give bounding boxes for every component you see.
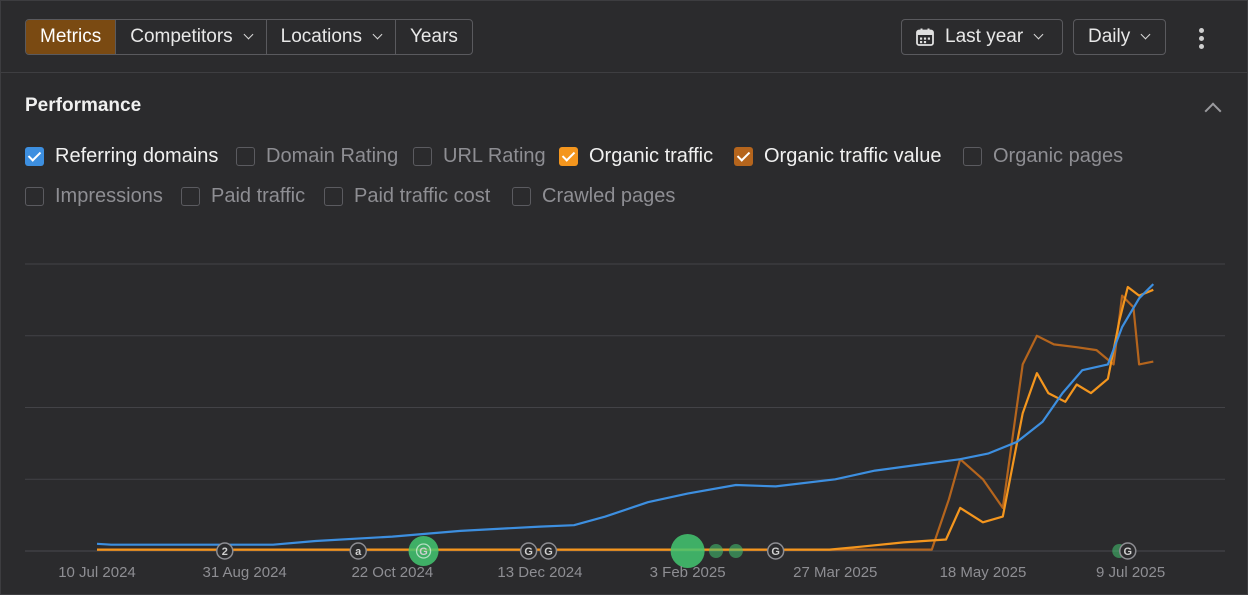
annotation-label: 2 xyxy=(222,546,228,558)
x-tick-label: 9 Jul 2025 xyxy=(1096,564,1165,581)
tab-metrics[interactable]: Metrics xyxy=(26,20,117,54)
annotation-badge xyxy=(766,542,785,560)
tab-competitors-label: Competitors xyxy=(130,26,233,47)
google-icon xyxy=(415,543,432,559)
date-range-label: Last year xyxy=(945,26,1024,47)
x-tick-label: 10 Jul 2024 xyxy=(58,564,136,581)
checkbox-empty-icon xyxy=(25,187,44,206)
tab-years-label: Years xyxy=(410,26,458,47)
annotation-label: G xyxy=(771,546,780,558)
checkbox-label: URL Rating xyxy=(443,145,546,167)
performance-chart: 2 a G G G G G10 Jul 2024 31 Aug 2024 22 Oct 2024… xyxy=(25,263,1225,581)
checkbox-organic-pages[interactable]: Organic pages xyxy=(963,145,1123,168)
tab-locations-label: Locations xyxy=(280,26,362,47)
tab-locations[interactable]: Locations xyxy=(267,20,396,54)
checkbox-label: Impressions xyxy=(55,185,163,207)
checkbox-checked-icon xyxy=(25,147,44,166)
x-tick-label: 18 May 2025 xyxy=(940,564,1027,581)
calendar-icon xyxy=(916,28,934,46)
view-tabs: Metrics Competitors Locations Years xyxy=(25,19,473,55)
algorithm-update-marker xyxy=(728,544,743,558)
date-range-dropdown[interactable]: Last year xyxy=(901,19,1063,55)
checkbox-label: Organic pages xyxy=(993,145,1124,167)
chevron-down-icon xyxy=(1033,29,1044,40)
checkbox-url-rating[interactable]: URL Rating xyxy=(413,145,546,168)
checkbox-organic-traffic-value[interactable]: Organic traffic value xyxy=(734,145,942,168)
annotation-badge xyxy=(539,542,558,560)
checkbox-empty-icon xyxy=(236,147,255,166)
tab-years[interactable]: Years xyxy=(396,20,472,54)
section-title: Performance xyxy=(25,95,142,116)
annotation-badge xyxy=(349,542,367,560)
annotation-badge xyxy=(1119,542,1137,560)
checkbox-empty-icon xyxy=(181,187,200,206)
annotation-label: G xyxy=(1123,546,1132,558)
x-tick-label: 27 Mar 2025 xyxy=(793,564,877,581)
checkbox-label: Crawled pages xyxy=(542,185,676,207)
checkbox-label: Organic traffic xyxy=(589,145,714,167)
chevron-down-icon xyxy=(372,29,383,40)
granularity-label: Daily xyxy=(1088,26,1131,47)
checkbox-domain-rating[interactable]: Domain Rating xyxy=(236,145,398,168)
x-tick-label: 22 Oct 2024 xyxy=(351,564,433,581)
checkbox-organic-traffic[interactable]: Organic traffic xyxy=(559,145,713,168)
series-line-organic-traffic xyxy=(97,285,1154,551)
checkbox-empty-icon xyxy=(963,147,982,166)
annotation-label: G xyxy=(524,546,533,558)
x-tick-label: 3 Feb 2025 xyxy=(650,564,726,581)
algorithm-update-marker xyxy=(670,534,705,568)
checkbox-label: Paid traffic xyxy=(211,185,306,207)
algorithm-update-marker xyxy=(709,544,724,558)
checkbox-crawled-pages[interactable]: Crawled pages xyxy=(512,185,675,208)
checkbox-empty-icon xyxy=(512,187,531,206)
checkbox-label: Paid traffic cost xyxy=(354,185,491,207)
chevron-down-icon xyxy=(243,29,254,40)
tab-competitors[interactable]: Competitors xyxy=(116,20,267,54)
checkbox-referring-domains[interactable]: Referring domains xyxy=(25,145,218,168)
annotation-label: G xyxy=(419,546,428,558)
chevron-down-icon xyxy=(1140,29,1151,40)
checkbox-checked-icon xyxy=(559,147,578,166)
annotation-badge xyxy=(216,542,234,560)
chevron-up-icon[interactable] xyxy=(1205,101,1219,115)
checkbox-label: Referring domains xyxy=(55,145,219,167)
series-line-referring-domains xyxy=(96,283,1155,546)
checkbox-empty-icon xyxy=(413,147,432,166)
checkbox-label: Organic traffic value xyxy=(764,145,942,167)
annotation-label: a xyxy=(355,546,362,558)
checkbox-checked-icon xyxy=(734,147,753,166)
checkbox-paid-traffic-cost[interactable]: Paid traffic cost xyxy=(324,185,490,208)
granularity-dropdown[interactable]: Daily xyxy=(1073,19,1166,55)
tab-metrics-label: Metrics xyxy=(40,26,102,47)
algorithm-update-marker xyxy=(408,536,439,566)
checkbox-label: Domain Rating xyxy=(266,145,399,167)
checkbox-impressions[interactable]: Impressions xyxy=(25,185,163,208)
x-tick-label: 13 Dec 2024 xyxy=(497,564,582,581)
annotation-label: G xyxy=(544,546,553,558)
x-tick-label: 31 Aug 2024 xyxy=(203,564,287,581)
checkbox-empty-icon xyxy=(324,187,343,206)
checkbox-paid-traffic[interactable]: Paid traffic xyxy=(181,185,305,208)
more-vertical-icon[interactable] xyxy=(1193,25,1209,51)
annotation-badge xyxy=(519,542,538,560)
series-line-organic-traffic-value xyxy=(97,294,1154,551)
toolbar: Metrics Competitors Locations Years xyxy=(1,1,1248,73)
